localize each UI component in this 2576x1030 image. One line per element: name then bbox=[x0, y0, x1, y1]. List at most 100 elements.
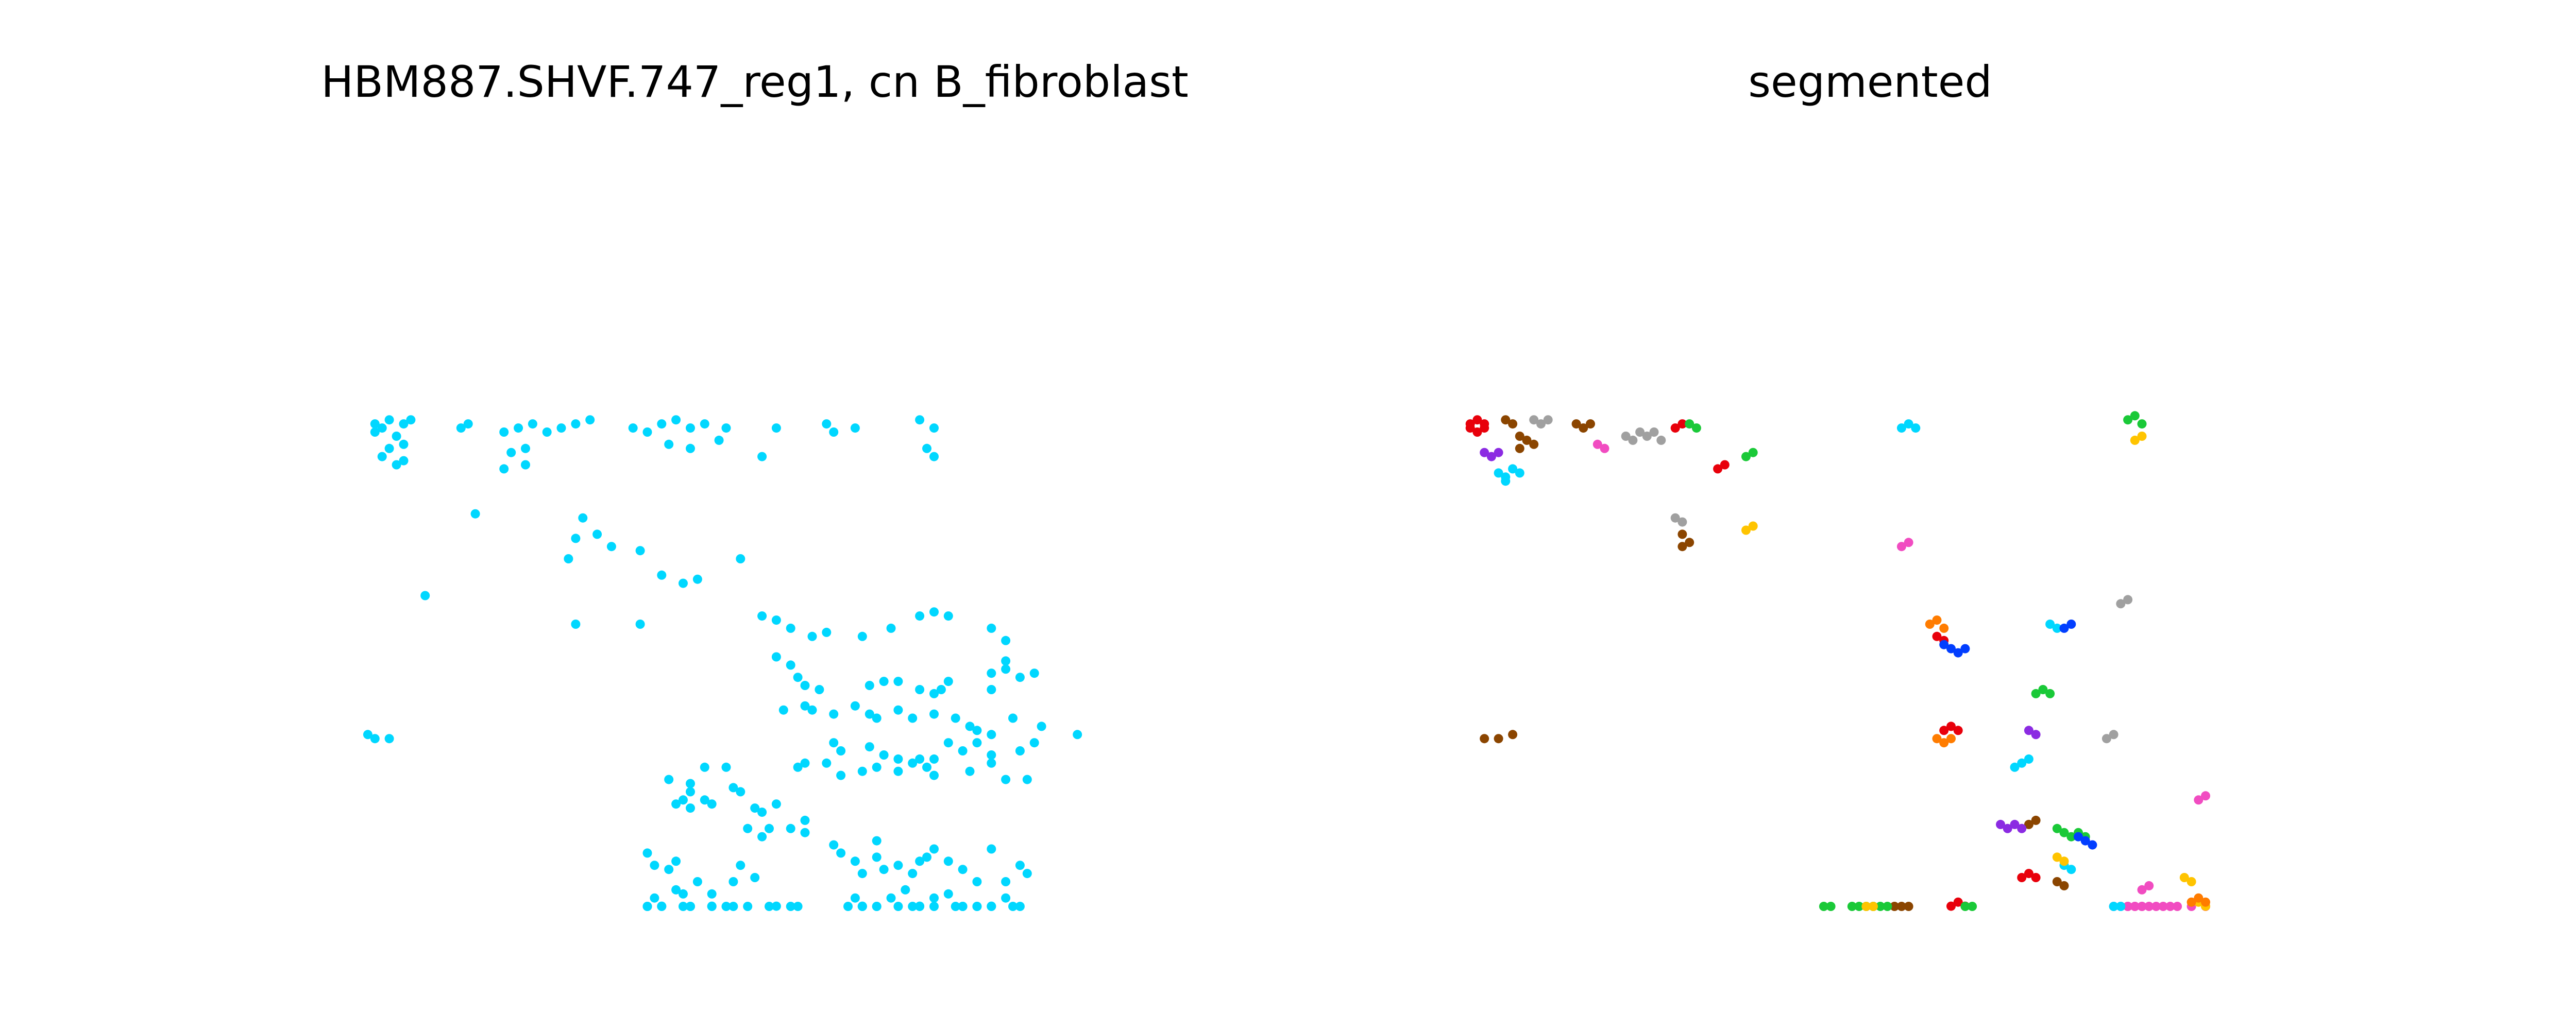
scatter-point bbox=[2194, 795, 2204, 805]
scatter-point bbox=[771, 615, 781, 625]
scatter-point bbox=[2201, 791, 2210, 801]
scatter-point bbox=[943, 738, 953, 748]
scatter-point bbox=[1480, 448, 1489, 457]
scatter-point bbox=[1869, 902, 1878, 911]
scatter-point bbox=[2031, 873, 2041, 882]
scatter-point bbox=[836, 746, 846, 756]
scatter-point bbox=[929, 689, 939, 698]
scatter-point bbox=[1939, 738, 1949, 748]
scatter-point bbox=[872, 762, 882, 772]
scatter-point bbox=[958, 746, 968, 756]
scatter-point bbox=[2158, 902, 2168, 911]
scatter-point bbox=[951, 713, 960, 723]
scatter-point bbox=[786, 823, 795, 833]
scatter-point bbox=[893, 766, 903, 776]
scatter-point bbox=[1720, 460, 1730, 470]
scatter-point bbox=[592, 529, 602, 539]
scatter-point bbox=[893, 861, 903, 870]
scatter-point bbox=[2017, 873, 2027, 882]
scatter-point bbox=[965, 722, 975, 731]
scatter-point bbox=[2080, 836, 2090, 846]
scatter-point bbox=[879, 677, 889, 686]
scatter-point bbox=[2024, 754, 2033, 764]
scatter-point bbox=[929, 452, 939, 461]
scatter-point bbox=[2144, 902, 2154, 911]
scatter-point bbox=[1685, 419, 1694, 429]
scatter-point bbox=[399, 456, 409, 466]
scatter-point bbox=[571, 620, 581, 629]
scatter-plot-right bbox=[1465, 411, 2210, 911]
scatter-point bbox=[872, 852, 882, 862]
scatter-point bbox=[686, 443, 695, 453]
scatter-point bbox=[1649, 427, 1659, 437]
scatter-point bbox=[850, 423, 860, 433]
scatter-point bbox=[807, 631, 817, 641]
scatter-point bbox=[1515, 432, 1524, 441]
scatter-point bbox=[642, 427, 652, 437]
scatter-point bbox=[836, 770, 846, 780]
scatter-point bbox=[1586, 419, 1595, 429]
chart-title-right: segmented bbox=[1748, 57, 1992, 107]
scatter-point bbox=[865, 742, 874, 752]
scatter-point bbox=[721, 902, 731, 911]
scatter-point bbox=[692, 574, 702, 584]
scatter-point bbox=[2017, 758, 2027, 768]
scatter-point bbox=[1037, 722, 1046, 731]
scatter-point bbox=[2123, 595, 2133, 605]
scatter-point bbox=[2052, 623, 2062, 633]
scatter-point bbox=[1670, 513, 1680, 523]
scatter-point bbox=[1480, 734, 1489, 744]
scatter-point bbox=[1501, 476, 1511, 486]
scatter-point bbox=[2038, 685, 2048, 694]
scatter-point bbox=[915, 856, 925, 866]
scatter-point bbox=[771, 799, 781, 809]
scatter-point bbox=[778, 705, 788, 715]
scatter-point bbox=[2010, 762, 2020, 772]
scatter-point bbox=[1015, 861, 1025, 870]
scatter-point bbox=[2109, 730, 2119, 740]
scatter-point bbox=[1008, 902, 1018, 911]
scatter-point bbox=[893, 705, 903, 715]
scatter-point bbox=[728, 902, 738, 911]
scatter-point bbox=[2179, 873, 2189, 882]
scatter-point bbox=[671, 856, 681, 866]
scatter-point bbox=[815, 685, 824, 694]
scatter-point bbox=[1896, 542, 1906, 552]
scatter-point bbox=[1939, 623, 1949, 633]
scatter-point bbox=[908, 758, 918, 768]
scatter-point bbox=[1939, 726, 1949, 735]
scatter-point bbox=[972, 726, 982, 735]
scatter-point bbox=[657, 902, 667, 911]
scatter-point bbox=[1465, 423, 1475, 433]
scatter-point bbox=[829, 427, 839, 437]
scatter-point bbox=[1953, 726, 1963, 735]
scatter-point bbox=[1029, 668, 1039, 678]
scatter-point bbox=[972, 902, 982, 911]
scatter-point bbox=[987, 623, 996, 633]
scatter-point bbox=[915, 902, 925, 911]
scatter-point bbox=[2137, 419, 2147, 429]
scatter-point bbox=[793, 902, 803, 911]
scatter-point bbox=[800, 681, 810, 690]
scatter-point bbox=[943, 856, 953, 866]
scatter-point bbox=[943, 611, 953, 621]
scatter-point bbox=[757, 452, 767, 461]
scatter-point bbox=[850, 893, 860, 903]
scatter-point bbox=[679, 889, 688, 899]
scatter-point bbox=[686, 779, 695, 788]
scatter-point bbox=[958, 902, 968, 911]
scatter-point bbox=[943, 889, 953, 899]
scatter-point bbox=[886, 893, 896, 903]
scatter-point bbox=[1480, 419, 1489, 429]
scatter-point bbox=[908, 902, 918, 911]
scatter-point bbox=[736, 861, 745, 870]
scatter-point bbox=[1925, 620, 1935, 629]
scatter-point bbox=[736, 554, 745, 563]
scatter-point bbox=[1486, 452, 1496, 461]
scatter-point bbox=[965, 766, 975, 776]
scatter-point bbox=[521, 443, 530, 453]
scatter-point bbox=[1073, 730, 1082, 740]
scatter-point bbox=[1001, 877, 1011, 886]
scatter-point bbox=[2088, 840, 2097, 850]
